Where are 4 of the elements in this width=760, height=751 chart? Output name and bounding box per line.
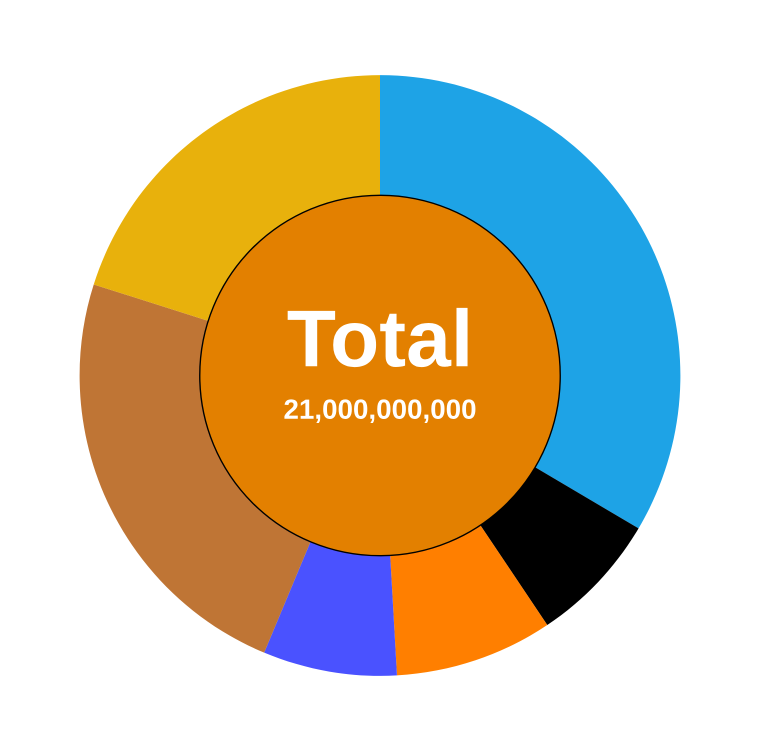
text: 21,000,000,000 — [284, 399, 476, 424]
donut-slice — [390, 525, 548, 676]
donut-slice — [264, 542, 397, 676]
text: Total — [288, 308, 468, 368]
